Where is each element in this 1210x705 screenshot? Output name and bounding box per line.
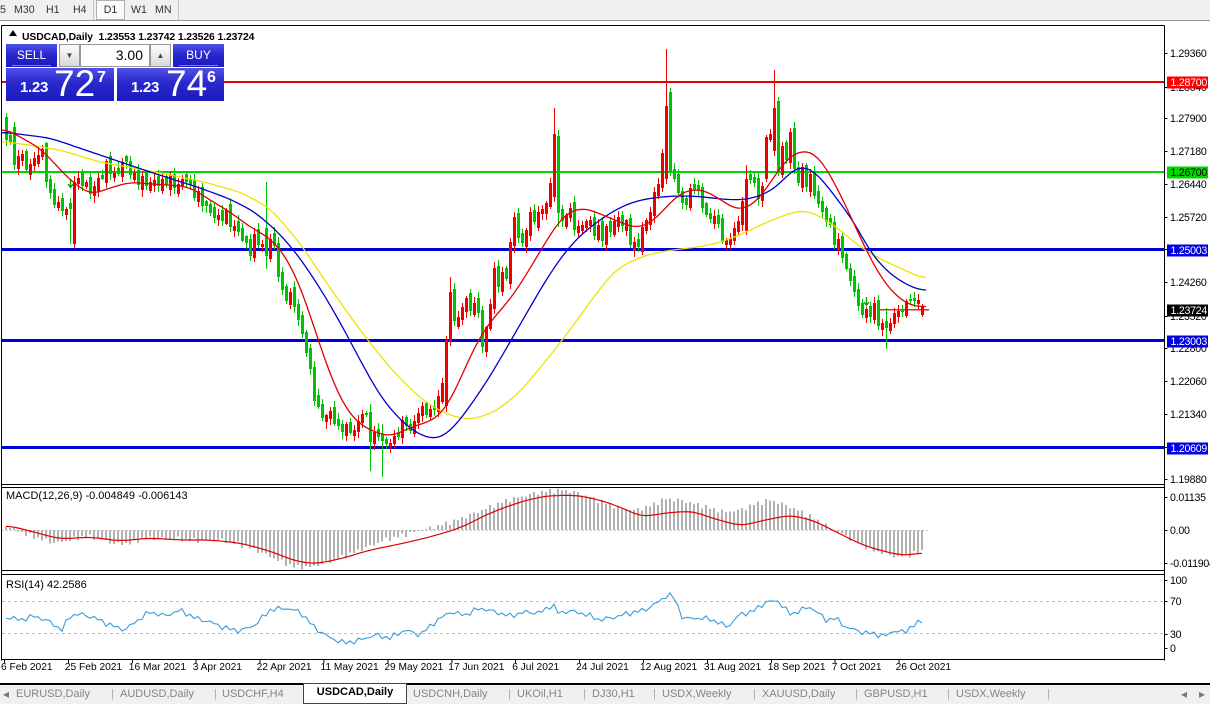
svg-text:RSI(14) 42.2586: RSI(14) 42.2586 bbox=[6, 579, 87, 591]
svg-text:1.25003: 1.25003 bbox=[1171, 245, 1208, 257]
svg-text:22 Apr 2021: 22 Apr 2021 bbox=[257, 662, 312, 673]
svg-text:1.22060: 1.22060 bbox=[1170, 376, 1207, 388]
svg-text:1.23724: 1.23724 bbox=[1171, 305, 1208, 317]
svg-text:3 Apr 2021: 3 Apr 2021 bbox=[193, 662, 243, 673]
svg-text:16 Mar 2021: 16 Mar 2021 bbox=[129, 662, 187, 673]
svg-text:1.19880: 1.19880 bbox=[1170, 474, 1207, 486]
svg-text:1.20609: 1.20609 bbox=[1171, 443, 1208, 455]
svg-text:1.23003: 1.23003 bbox=[1171, 336, 1208, 348]
svg-text:1.25720: 1.25720 bbox=[1170, 212, 1207, 224]
svg-text:18 Sep 2021: 18 Sep 2021 bbox=[768, 662, 826, 673]
svg-text:100: 100 bbox=[1170, 575, 1187, 587]
svg-text:MACD(12,26,9) -0.004849 -0.006: MACD(12,26,9) -0.004849 -0.006143 bbox=[6, 490, 188, 502]
svg-text:6 Feb 2021: 6 Feb 2021 bbox=[1, 662, 53, 673]
svg-text:17 Jun 2021: 17 Jun 2021 bbox=[448, 662, 504, 673]
svg-text:1.27180: 1.27180 bbox=[1170, 146, 1207, 158]
svg-text:0: 0 bbox=[1170, 643, 1176, 655]
svg-text:0.00: 0.00 bbox=[1170, 525, 1190, 537]
svg-text:12 Aug 2021: 12 Aug 2021 bbox=[640, 662, 698, 673]
svg-text:30: 30 bbox=[1170, 629, 1182, 641]
svg-text:26 Oct 2021: 26 Oct 2021 bbox=[896, 662, 952, 673]
svg-text:6 Jul 2021: 6 Jul 2021 bbox=[512, 662, 559, 673]
svg-text:25 Feb 2021: 25 Feb 2021 bbox=[65, 662, 123, 673]
svg-text:29 May 2021: 29 May 2021 bbox=[384, 662, 443, 673]
svg-text:-0.011904: -0.011904 bbox=[1170, 558, 1210, 570]
svg-text:70: 70 bbox=[1170, 596, 1182, 608]
svg-text:1.24260: 1.24260 bbox=[1170, 277, 1207, 289]
svg-text:1.28700: 1.28700 bbox=[1171, 77, 1208, 89]
svg-text:1.29360: 1.29360 bbox=[1170, 48, 1207, 60]
svg-text:7 Oct 2021: 7 Oct 2021 bbox=[832, 662, 882, 673]
svg-text:0.01135: 0.01135 bbox=[1170, 492, 1206, 504]
svg-text:1.26440: 1.26440 bbox=[1170, 179, 1207, 191]
svg-text:1.26700: 1.26700 bbox=[1171, 167, 1208, 179]
svg-text:11 May 2021: 11 May 2021 bbox=[321, 662, 379, 673]
svg-text:1.21340: 1.21340 bbox=[1170, 409, 1207, 421]
svg-text:24 Jul 2021: 24 Jul 2021 bbox=[576, 662, 629, 673]
svg-text:31 Aug 2021: 31 Aug 2021 bbox=[704, 662, 762, 673]
svg-text:USDCAD,Daily 1.23553 1.23742: USDCAD,Daily 1.23553 1.23742 1.23526 1.2… bbox=[22, 32, 255, 43]
svg-text:1.27900: 1.27900 bbox=[1170, 113, 1207, 125]
